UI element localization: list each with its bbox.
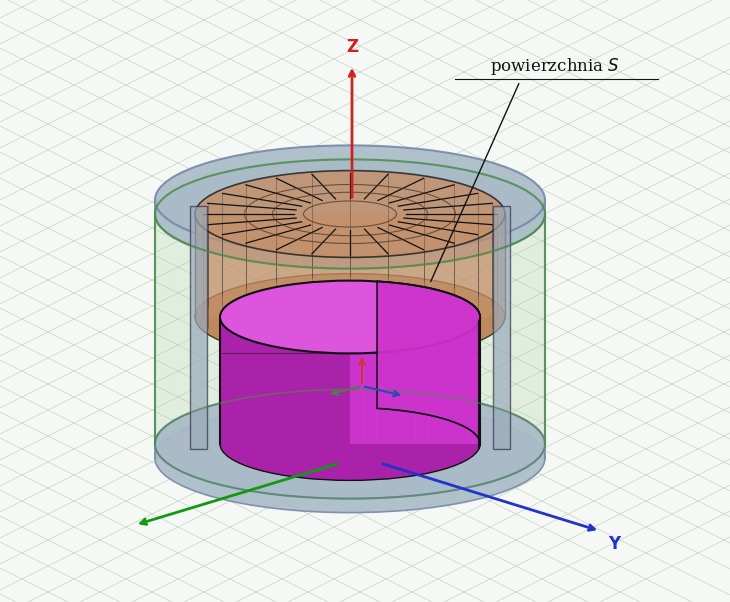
Polygon shape	[493, 206, 510, 449]
Polygon shape	[222, 281, 328, 438]
Ellipse shape	[155, 389, 545, 498]
Ellipse shape	[155, 160, 545, 268]
Polygon shape	[155, 444, 545, 458]
Text: Z: Z	[346, 38, 358, 56]
Ellipse shape	[155, 389, 545, 498]
Ellipse shape	[195, 273, 505, 361]
Text: Y: Y	[608, 535, 620, 553]
Ellipse shape	[272, 295, 428, 339]
Polygon shape	[155, 214, 545, 444]
Polygon shape	[190, 206, 207, 449]
Ellipse shape	[155, 146, 545, 255]
Ellipse shape	[220, 281, 480, 353]
Polygon shape	[377, 281, 480, 449]
Polygon shape	[155, 200, 545, 214]
Ellipse shape	[155, 160, 545, 268]
Ellipse shape	[298, 302, 402, 332]
Ellipse shape	[155, 403, 545, 512]
Ellipse shape	[195, 170, 505, 258]
Polygon shape	[220, 317, 350, 444]
Polygon shape	[350, 317, 480, 444]
Text: powierzchnia $\mathit{S}$: powierzchnia $\mathit{S}$	[490, 56, 620, 77]
Ellipse shape	[220, 408, 480, 480]
Polygon shape	[195, 214, 505, 317]
